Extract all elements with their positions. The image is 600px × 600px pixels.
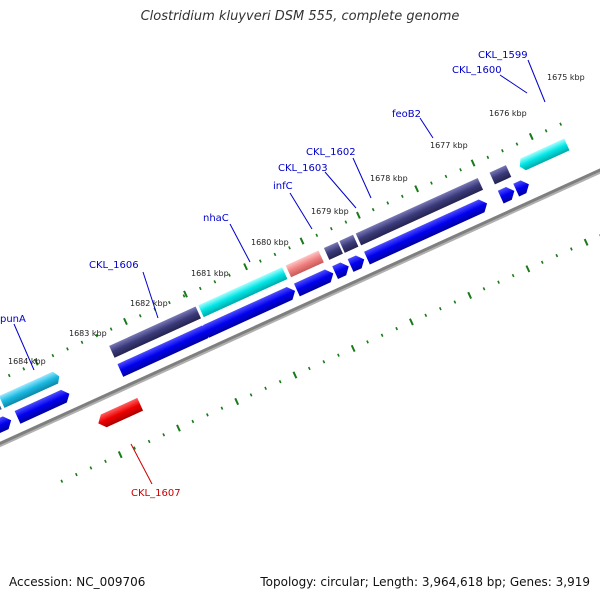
- kbp-label: 1675 kbp: [547, 73, 585, 82]
- forward-gene-arrow: [202, 286, 296, 338]
- genome-summary-text: Topology: circular; Length: 3,964,618 bp…: [260, 575, 590, 589]
- gene-label-punA[interactable]: punA: [0, 314, 26, 325]
- label-leader-lines: [13, 59, 546, 485]
- gene-label-CKL_1600[interactable]: CKL_1600: [452, 65, 502, 76]
- gene-bar-feoB2: [355, 177, 484, 246]
- gene-labels: CKL_1599 CKL_1600 feoB2 CKL_1602 CKL_160…: [0, 50, 528, 499]
- gene-bar-CKL_1602: [339, 234, 359, 253]
- forward-gene-arrow: [497, 187, 515, 204]
- kbp-label: 1684 kbp: [8, 357, 46, 366]
- outer-scale-ticks: [7, 122, 563, 378]
- forward-gene-arrow: [332, 262, 349, 279]
- forward-gene-arrow: [117, 325, 211, 377]
- gene-bar-punA: [0, 371, 60, 408]
- gene-label-infC[interactable]: infC: [273, 181, 293, 192]
- gene-label-CKL_1606[interactable]: CKL_1606: [89, 260, 139, 271]
- forward-gene-arrow: [0, 416, 12, 440]
- genome-backbone: [0, 135, 600, 455]
- gene-bar-CKL_1606: [109, 306, 201, 358]
- forward-gene-arrow: [513, 180, 529, 197]
- gene-label-CKL_1607[interactable]: CKL_1607: [131, 488, 181, 499]
- kbp-label: 1678 kbp: [370, 174, 408, 183]
- forward-gene-arrow: [347, 255, 365, 272]
- gene-label-nhaC[interactable]: nhaC: [203, 213, 229, 224]
- kbp-label: 1682 kbp: [130, 299, 168, 308]
- gene-bar-nhaC: [198, 267, 288, 318]
- kbp-label: 1676 kbp: [489, 109, 527, 118]
- forward-gene-arrow: [14, 389, 70, 424]
- kbp-label: 1679 kbp: [311, 207, 349, 216]
- reverse-gene-arrow: [98, 397, 144, 428]
- gene-label-CKL_1603[interactable]: CKL_1603: [278, 163, 328, 174]
- kbp-label: 1681 kbp: [191, 269, 229, 278]
- accession-text: Accession: NC_009706: [9, 575, 146, 589]
- kbp-label: 1680 kbp: [251, 238, 289, 247]
- kbp-labels: 1675 kbp 1676 kbp 1677 kbp 1678 kbp 1679…: [8, 73, 585, 366]
- map-title: Clostridium kluyveri DSM 555, complete g…: [140, 9, 460, 24]
- kbp-label: 1677 kbp: [430, 141, 468, 150]
- gene-bar-CKL_1600: [489, 165, 512, 185]
- gene-label-CKL_1602[interactable]: CKL_1602: [306, 147, 356, 158]
- gene-label-CKL_1599[interactable]: CKL_1599: [478, 50, 528, 61]
- gene-bar-infC: [285, 250, 324, 278]
- inner-scale-ticks: [60, 234, 600, 483]
- gene-bar-CKL_1599: [519, 138, 570, 171]
- genome-backbone-shadow: [0, 138, 600, 456]
- gene-label-feoB2[interactable]: feoB2: [392, 109, 421, 120]
- gene-bar-CKL_1603: [323, 241, 343, 260]
- forward-gene-arrow: [293, 269, 334, 297]
- kbp-label: 1683 kbp: [69, 329, 107, 338]
- forward-gene-arrow: [364, 199, 488, 265]
